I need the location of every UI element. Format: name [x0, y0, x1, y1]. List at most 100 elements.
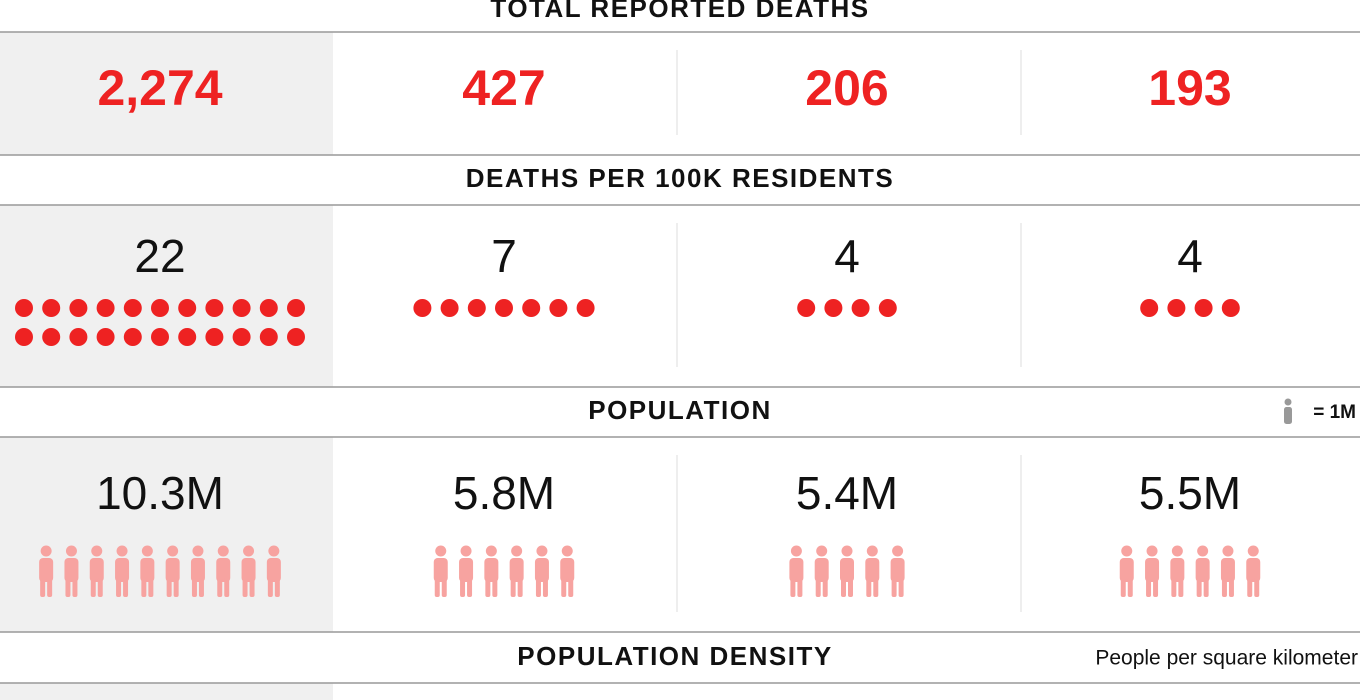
population-value: 10.3M	[96, 467, 224, 519]
person-icon	[509, 545, 524, 597]
dot	[232, 299, 251, 317]
icon-head	[892, 545, 904, 557]
icon-head	[511, 545, 523, 557]
icon-leg	[1171, 578, 1177, 597]
icon-leg	[1153, 578, 1159, 597]
icon-leg	[249, 578, 255, 597]
icon-leg	[797, 578, 803, 597]
dot	[287, 328, 305, 346]
person-icon	[190, 545, 205, 597]
dot	[259, 299, 278, 317]
icon-body	[64, 558, 79, 582]
icon-body	[1246, 558, 1261, 582]
population-value: 5.4M	[796, 467, 898, 519]
person-icon	[64, 545, 79, 597]
icon-body	[140, 558, 155, 582]
person-icon	[115, 545, 130, 597]
icon-leg	[1221, 578, 1227, 597]
icon-leg	[822, 578, 828, 597]
icon-body	[1170, 558, 1185, 582]
icon-leg	[274, 578, 280, 597]
icon-head	[561, 545, 573, 557]
dot	[123, 299, 142, 317]
icon-leg	[1120, 578, 1126, 597]
icon-leg	[97, 578, 103, 597]
icon-leg	[1146, 578, 1152, 597]
icon-body	[216, 558, 231, 582]
icon-body	[190, 558, 205, 582]
icon-leg	[492, 578, 498, 597]
icon-body	[789, 558, 804, 582]
dot	[178, 299, 197, 317]
dot	[42, 299, 61, 317]
icon-leg	[173, 578, 179, 597]
rate-value: 7	[491, 230, 517, 282]
icon-head	[1146, 545, 1158, 557]
icon-leg	[141, 578, 147, 597]
icon-head	[790, 545, 802, 557]
icon-leg	[434, 578, 440, 597]
dot	[96, 328, 115, 346]
icon-leg	[535, 578, 541, 597]
icon-leg	[116, 578, 122, 597]
icon-leg	[217, 578, 223, 597]
dot	[123, 328, 142, 346]
icon-head	[243, 545, 255, 557]
dot	[15, 299, 33, 317]
icon-leg	[485, 578, 491, 597]
icon-body	[840, 558, 854, 582]
person-icon	[1195, 545, 1210, 597]
icon-leg	[47, 578, 53, 597]
dot	[259, 328, 278, 346]
icon-leg	[467, 578, 473, 597]
icon-head	[485, 545, 497, 557]
icon-leg	[510, 578, 516, 597]
death-total: 2,274	[97, 60, 222, 116]
dot	[1140, 299, 1159, 317]
dot	[205, 299, 224, 317]
icon-leg	[866, 578, 872, 597]
icon-leg	[1196, 578, 1202, 597]
icon-head	[866, 545, 878, 557]
person-icon	[814, 545, 829, 597]
unit-note: People per square kilometer	[1095, 647, 1358, 670]
dot	[151, 328, 169, 346]
icon-head	[1171, 545, 1183, 557]
icon-head	[460, 545, 472, 557]
dot	[495, 299, 513, 317]
rate-value: 4	[1177, 230, 1203, 282]
death-total: 206	[805, 60, 888, 116]
person-icon	[789, 545, 804, 597]
icon-leg	[841, 578, 846, 597]
icon-body	[484, 558, 499, 582]
icon-head	[435, 545, 447, 557]
icon-head	[167, 545, 179, 557]
icon-leg	[561, 578, 567, 597]
icon-body	[509, 558, 524, 582]
dot	[878, 299, 897, 317]
icon-leg	[460, 578, 466, 597]
icon-head	[65, 545, 77, 557]
person-icon	[840, 545, 854, 597]
icon-body	[865, 558, 880, 582]
icon-leg	[568, 578, 574, 597]
icon-head	[841, 545, 853, 557]
dot	[69, 299, 88, 317]
icon-body	[814, 558, 829, 582]
icon-head	[268, 545, 280, 557]
icon-head	[1222, 545, 1234, 557]
icon-head	[816, 545, 828, 557]
icon-leg	[191, 578, 197, 597]
population-value: 5.8M	[453, 467, 555, 519]
icon-head	[91, 545, 103, 557]
icon-body	[39, 558, 54, 582]
icon-leg	[148, 578, 154, 597]
dot	[151, 299, 169, 317]
icon-head	[192, 545, 204, 557]
icon-body	[165, 558, 180, 582]
highlight-col	[0, 205, 333, 387]
icon-leg	[1228, 578, 1234, 597]
icon-leg	[267, 578, 273, 597]
dot	[205, 328, 224, 346]
section-title: TOTAL REPORTED DEATHS	[490, 0, 869, 23]
